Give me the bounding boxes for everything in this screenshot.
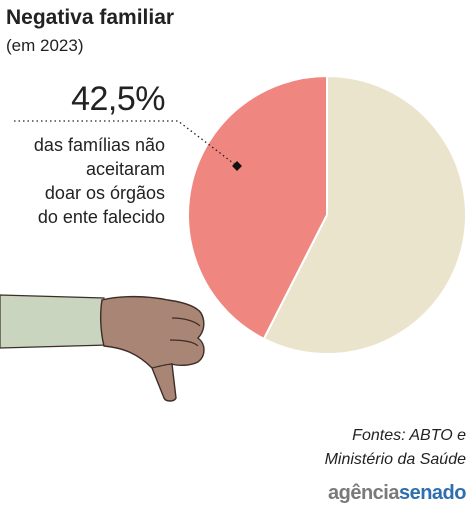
thumbs-down-icon [0, 294, 205, 402]
annotation-line: das famílias não [33, 135, 165, 155]
finger-crease [169, 317, 201, 347]
logo-part-agencia: agência [327, 482, 399, 504]
hand-shape [99, 295, 205, 402]
pie-chart [187, 74, 467, 355]
pie-slice-refused [187, 74, 328, 341]
sources-text: Fontes: ABTO e Ministério da Saúde [325, 424, 466, 472]
leader-line [14, 120, 238, 167]
chart-subtitle: (em 2023) [6, 36, 84, 55]
logo-part-senado: senado [398, 482, 467, 504]
annotation-line: aceitaram [85, 159, 165, 179]
annotation-line: do ente falecido [37, 207, 165, 227]
agencia-senado-logo: agênciasenado [327, 482, 467, 505]
sources-line: Fontes: ABTO e [352, 427, 466, 444]
leader-marker [232, 161, 242, 171]
annotation-text: das famílias não aceitaram doar os órgão… [0, 133, 165, 229]
pie-slice-rest [262, 74, 467, 355]
annotation-line: doar os órgãos [44, 183, 165, 203]
sources-line: Ministério da Saúde [324, 451, 466, 468]
thumb-crease [151, 363, 173, 369]
percent-label: 42,5% [71, 80, 165, 118]
chart-title: Negativa familiar [6, 6, 175, 29]
sleeve-shape [0, 294, 109, 349]
